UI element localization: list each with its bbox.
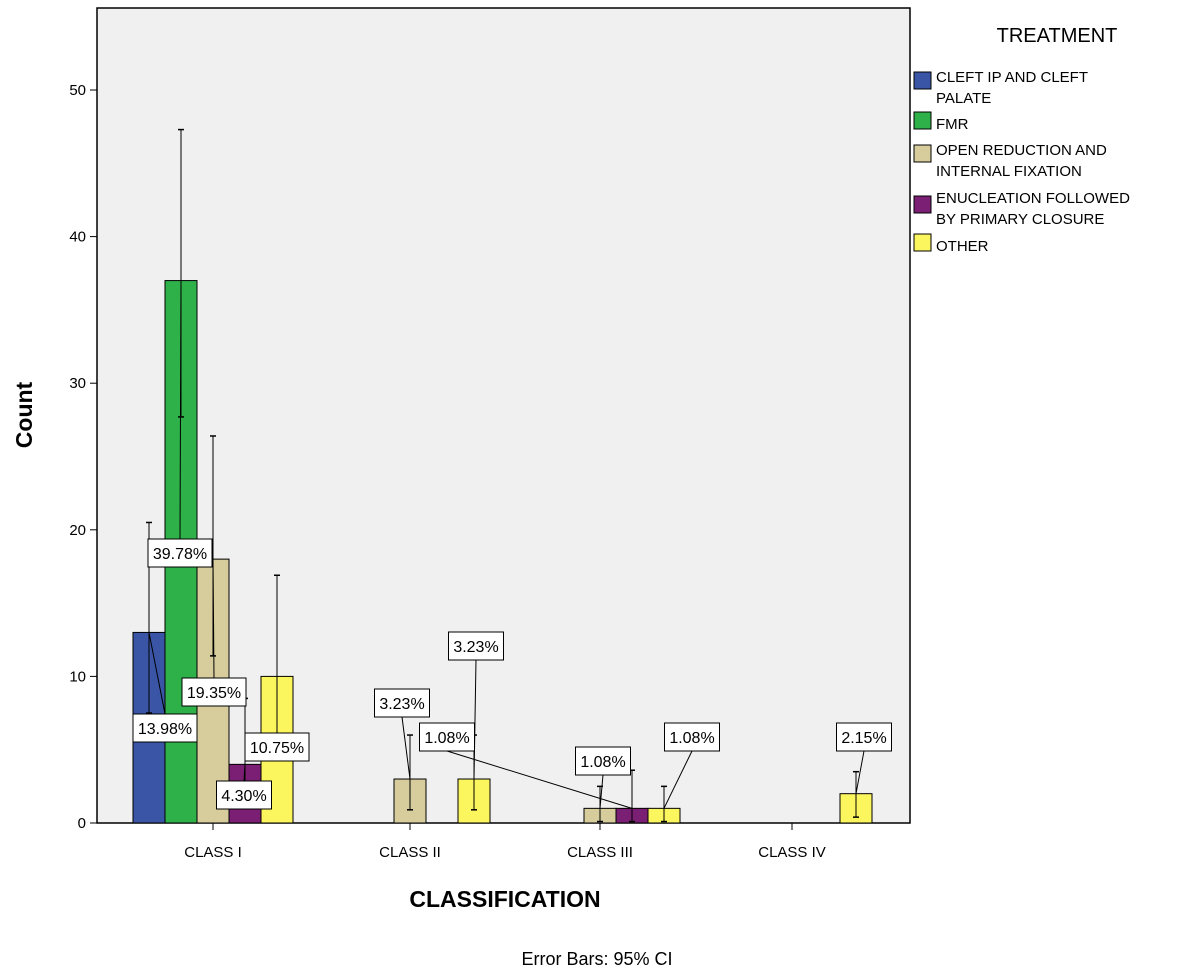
- data-label: 1.08%: [419, 722, 633, 809]
- data-label: 2.15%: [836, 722, 892, 794]
- legend-item: OTHER: [913, 233, 989, 255]
- y-tick-label: 30: [69, 375, 86, 392]
- legend-item: ENUCLEATION FOLLOWED BY PRIMARY CLOSURE: [913, 190, 1130, 228]
- legend-label: INTERNAL FIXATION: [936, 163, 1082, 180]
- data-label-text: 3.23%: [379, 696, 424, 713]
- data-label: 1.08%: [663, 722, 720, 809]
- y-tick-label: 0: [78, 815, 86, 832]
- data-label: 19.35%: [181, 559, 247, 707]
- legend-title: TREATMENT: [997, 25, 1118, 47]
- data-labels-layer: 13.98%39.78%19.35%3.23%1.08%4.30%1.08%10…: [132, 280, 892, 810]
- data-label-text: 3.23%: [453, 639, 498, 656]
- data-label: 39.78%: [147, 280, 213, 568]
- legend-label: ENUCLEATION FOLLOWED: [936, 190, 1130, 207]
- legend-label: CLEFT IP AND CLEFT: [936, 69, 1088, 86]
- data-label-text: 1.08%: [424, 730, 469, 747]
- data-label: 13.98%: [132, 632, 198, 743]
- data-label-text: 1.08%: [580, 754, 625, 771]
- legend-swatch: [913, 195, 932, 214]
- legend-item: CLEFT IP AND CLEFT PALATE: [913, 69, 1088, 107]
- data-label: 4.30%: [216, 764, 272, 810]
- data-label-text: 19.35%: [187, 685, 241, 702]
- y-axis: 0 10 20 30 40 50: [69, 82, 97, 832]
- y-tick-label: 40: [69, 229, 86, 246]
- error-bar: [210, 435, 216, 657]
- legend-label: OTHER: [936, 238, 989, 255]
- data-label-text: 13.98%: [138, 721, 192, 738]
- y-tick-label: 50: [69, 82, 86, 99]
- legend-swatch: [913, 71, 932, 90]
- data-label-text: 2.15%: [841, 730, 886, 747]
- legend-item: OPEN REDUCTION AND INTERNAL FIXATION: [913, 142, 1107, 180]
- legend-item: FMR: [913, 111, 969, 133]
- y-tick-label: 10: [69, 668, 86, 685]
- x-axis-title: CLASSIFICATION: [409, 886, 600, 912]
- error-bars-footnote: Error Bars: 95% CI: [521, 949, 672, 969]
- data-label: 3.23%: [448, 631, 504, 780]
- y-tick-label: 20: [69, 522, 86, 539]
- legend-label: BY PRIMARY CLOSURE: [936, 211, 1104, 228]
- data-label-text: 1.08%: [669, 730, 714, 747]
- x-tick-label: CLASS IV: [758, 844, 826, 861]
- legend-swatch: [913, 111, 932, 130]
- x-axis: CLASS I CLASS II CLASS III CLASS IV: [184, 823, 826, 861]
- data-label-text: 10.75%: [250, 740, 304, 757]
- error-bar: [661, 785, 667, 823]
- error-bar: [407, 734, 413, 811]
- legend-label: PALATE: [936, 90, 991, 107]
- legend: CLEFT IP AND CLEFT PALATE FMR OPEN REDUCTIO…: [913, 69, 1130, 255]
- data-label-text: 4.30%: [221, 788, 266, 805]
- data-label: 1.08%: [575, 746, 631, 809]
- legend-label: OPEN REDUCTION AND: [936, 142, 1107, 159]
- x-tick-label: CLASS I: [184, 844, 242, 861]
- data-label-text: 39.78%: [153, 546, 207, 563]
- data-label: 3.23%: [374, 688, 430, 780]
- error-bar: [853, 770, 859, 818]
- legend-label: FMR: [936, 116, 969, 133]
- y-axis-title: Count: [11, 381, 37, 448]
- data-label: 10.75%: [244, 676, 310, 762]
- legend-swatch: [913, 144, 932, 163]
- x-tick-label: CLASS II: [379, 844, 441, 861]
- legend-swatch: [913, 233, 932, 252]
- x-tick-label: CLASS III: [567, 844, 633, 861]
